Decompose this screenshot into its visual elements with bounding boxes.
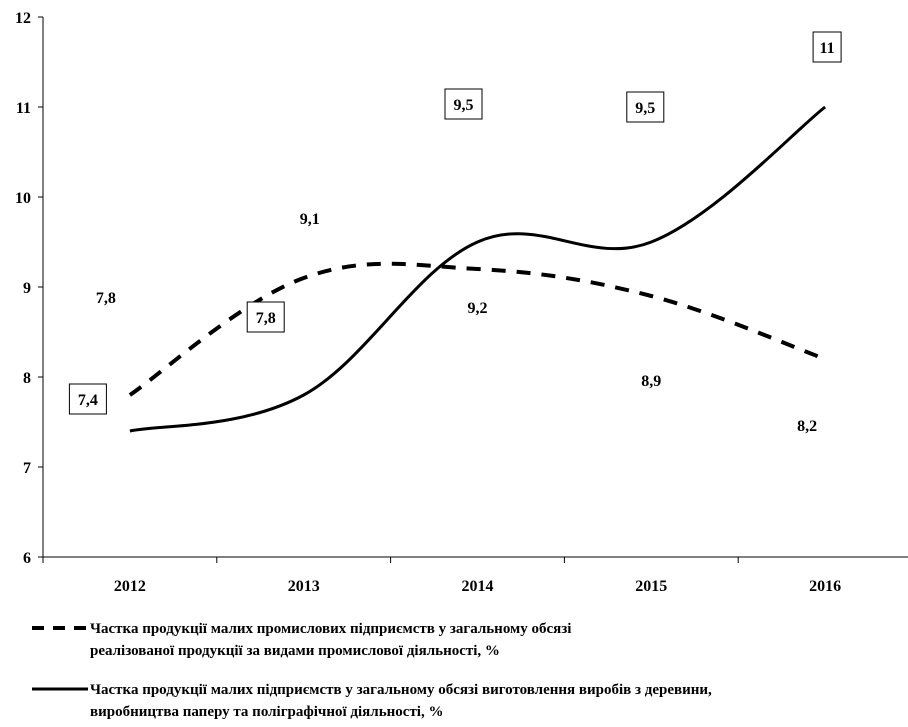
data-label-solid-box (444, 88, 483, 120)
x-tick-label: 2014 (462, 578, 494, 595)
y-tick-label: 11 (16, 100, 31, 117)
y-tick-label: 10 (15, 190, 31, 207)
legend-solid-line1: Частка продукції малих підприємств у заг… (90, 682, 712, 698)
chart-series (128, 105, 827, 433)
line-chart: 6 7 8 9 10 11 12 2012 2013 2014 2015 2016 7,8 9,1 9,2… (15, 10, 908, 595)
x-tick-label: 2012 (114, 578, 146, 595)
chart-data-labels: 7,8 9,1 9,2 8,9 8,2 7,4 7,8 9,5 9,5 11 (68, 31, 842, 435)
data-label-solid-text: 11 (820, 40, 835, 57)
legend-dashed-swatch (32, 626, 88, 630)
series-line-dashed (128, 261, 826, 397)
y-tick-label: 8 (23, 370, 31, 387)
y-tick-label: 7 (23, 460, 31, 477)
data-label-solid-box (68, 383, 107, 415)
data-label-solid-text: 9,5 (635, 100, 655, 117)
legend-dashed-label: Частка продукції малих промислових підпр… (90, 618, 900, 662)
x-tick-label: 2013 (288, 578, 320, 595)
legend-dashed-line1: Частка продукції малих промислових підпр… (90, 621, 572, 637)
x-tick-label: 2016 (809, 578, 841, 595)
data-label-dashed: 8,9 (641, 373, 661, 390)
data-label-solid: 9,5 (626, 91, 665, 123)
data-label-dashed: 7,8 (96, 290, 116, 307)
legend-solid-line2: виробництва паперу та поліграфічної діял… (90, 704, 444, 720)
legend-solid-label: Частка продукції малих підприємств у заг… (90, 679, 900, 723)
data-label-solid: 7,4 (68, 383, 107, 415)
x-tick-label: 2015 (635, 578, 667, 595)
data-label-dashed: 8,2 (797, 418, 817, 435)
data-label-solid: 7,8 (246, 301, 285, 333)
data-label-solid-box (626, 91, 665, 123)
data-label-solid-box (246, 301, 285, 333)
series-line-solid (129, 105, 827, 433)
data-label-dashed: 9,1 (300, 211, 320, 228)
y-tick-label: 12 (15, 10, 31, 27)
y-tick-label: 6 (23, 550, 31, 567)
data-label-solid-box (812, 31, 842, 63)
chart-axes: 6 7 8 9 10 11 12 2012 2013 2014 2015 2016 (15, 10, 908, 595)
data-label-solid-text: 7,8 (256, 310, 276, 327)
data-label-solid: 11 (812, 31, 842, 63)
legend-solid-swatch (32, 687, 88, 691)
y-tick-label: 9 (23, 280, 31, 297)
data-label-solid-text: 9,5 (454, 97, 474, 114)
data-label-dashed: 9,2 (468, 300, 488, 317)
data-label-solid: 9,5 (444, 88, 483, 120)
legend-dashed-line2: реалізованої продукції за видами промисл… (90, 643, 500, 659)
data-label-solid-text: 7,4 (78, 392, 98, 409)
